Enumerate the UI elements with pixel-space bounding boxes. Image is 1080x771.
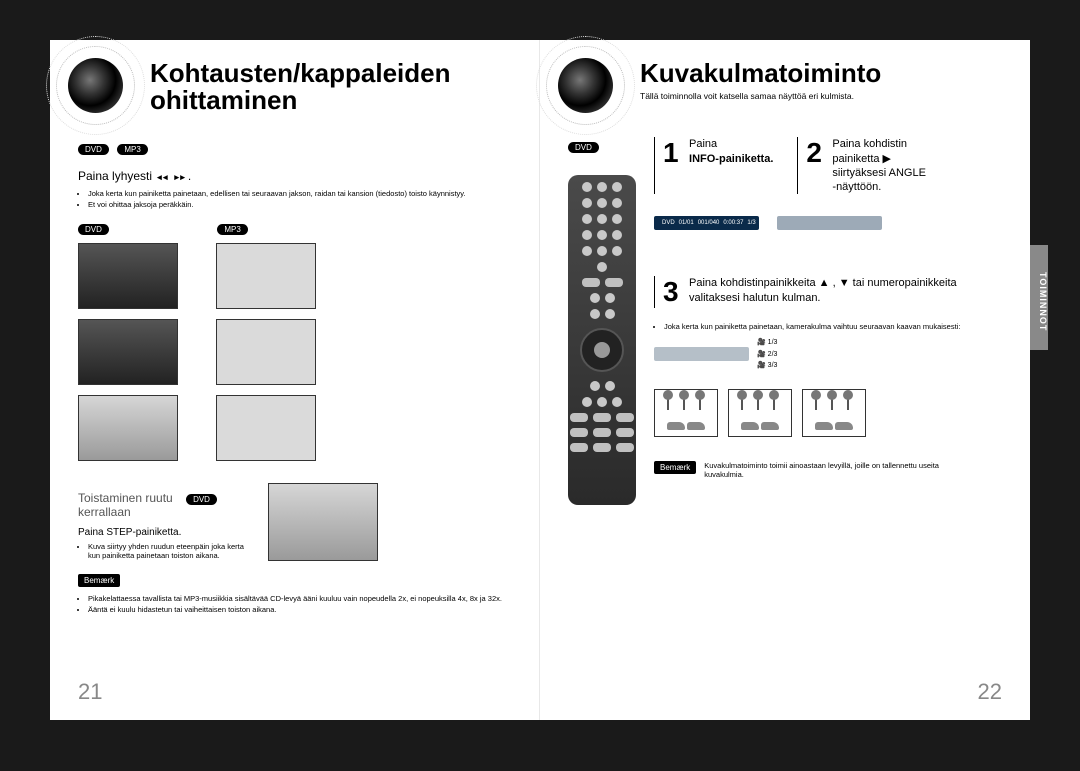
note-right: Bemærk xyxy=(654,461,696,474)
step-bullet: Kuva siirtyy yhden ruudun eteenpäin joka… xyxy=(88,542,248,560)
step-pill: DVD xyxy=(186,494,217,505)
note-right-text: Kuvakulmatoiminto toimii ainoastaan levy… xyxy=(704,461,964,480)
angle-thumb-3 xyxy=(802,389,866,437)
skip-bullets: Joka kerta kun painiketta painetaan, ede… xyxy=(78,189,511,209)
speaker-art-right xyxy=(558,58,613,113)
subtitle-right: Tällä toiminnolla voit katsella samaa nä… xyxy=(640,91,1002,101)
remote-control: DVD xyxy=(568,137,636,505)
pill-dvd: DVD xyxy=(78,144,109,155)
angle-thumb-1 xyxy=(654,389,718,437)
col-dvd: DVD xyxy=(78,224,109,235)
paina-lyhyesti: Paina lyhyesti ◂◂ ▸▸ . xyxy=(78,169,511,185)
left-note-bullets: Pikakelattaessa tavallista tai MP3-musii… xyxy=(78,594,511,614)
dvd-thumb-2 xyxy=(78,319,178,385)
page-num-21: 21 xyxy=(78,679,102,705)
page-num-22: 22 xyxy=(978,679,1002,705)
angle-thumb-2 xyxy=(728,389,792,437)
osd-1: DVD 01/01 001/040 0:00:37 1/3 xyxy=(654,216,759,230)
title-left-l1: Kohtausten/kappaleiden xyxy=(150,58,451,88)
step-3: 3 Paina kohdistinpainikkeita ▲ , ▼ tai n… xyxy=(654,276,1002,308)
page-22: Kuvakulmatoiminto Tällä toiminnolla voit… xyxy=(540,40,1030,720)
col-mp3: MP3 xyxy=(217,224,247,235)
step-line: Paina STEP-painiketta. xyxy=(78,527,248,538)
step-1: 1 Paina INFO-painiketta. xyxy=(654,137,773,194)
angle-cycle: 🎥 1/3 🎥 2/3 🎥 3/3 xyxy=(757,337,777,371)
toisto-title: Toistaminen ruutu DVD kerrallaan xyxy=(78,491,248,519)
side-tab: TOIMINNOT xyxy=(1030,245,1048,350)
step-2: 2 Paina kohdistin painiketta ▶ siirtyäks… xyxy=(797,137,926,194)
title-left: Kohtausten/kappaleiden ohittaminen xyxy=(150,60,511,115)
step3-bullet: Joka kerta kun painiketta painetaan, kam… xyxy=(664,322,1002,331)
step-thumb xyxy=(268,483,378,561)
mp3-thumb-2 xyxy=(216,319,316,385)
speaker-art-left xyxy=(68,58,123,113)
pill-mp3: MP3 xyxy=(117,144,147,155)
dvd-thumb-3 xyxy=(78,395,178,461)
mp3-thumb-1 xyxy=(216,243,316,309)
osd-2 xyxy=(777,216,882,230)
pill-dvd-right: DVD xyxy=(568,142,599,153)
title-left-l2: ohittaminen xyxy=(150,85,297,115)
osd-3 xyxy=(654,347,749,361)
mp3-thumb-3 xyxy=(216,395,316,461)
rewff-icon: ◂◂ ▸▸ xyxy=(155,170,184,185)
note-left: Bemærk xyxy=(78,574,120,587)
dvd-thumb-1 xyxy=(78,243,178,309)
page-21: Kohtausten/kappaleiden ohittaminen DVD M… xyxy=(50,40,540,720)
title-right: Kuvakulmatoiminto xyxy=(640,60,1002,87)
